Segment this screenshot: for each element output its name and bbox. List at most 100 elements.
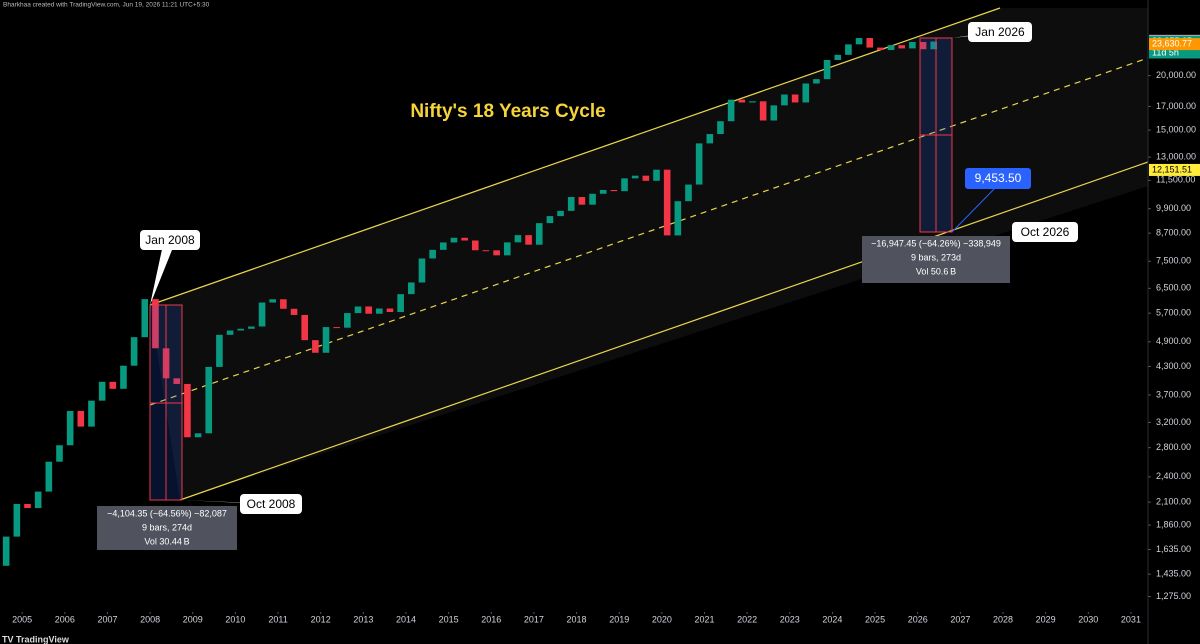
countdown-bg <box>1149 47 1200 59</box>
candle <box>216 334 223 367</box>
candle <box>24 503 31 509</box>
x-tick-label: 2026 <box>908 614 928 624</box>
y-tick-label: 1,275.00 <box>1156 591 1191 601</box>
target-label: 9,453.50 <box>975 171 1022 185</box>
x-tick-label: 2028 <box>993 614 1013 624</box>
candle <box>34 491 42 509</box>
candle <box>514 235 522 243</box>
candle <box>290 308 298 315</box>
candle <box>663 169 671 236</box>
price-label: 23,630.77 <box>1152 38 1192 48</box>
y-tick-label: 8,700.00 <box>1156 228 1191 238</box>
y-tick-label: 3,200.00 <box>1156 417 1191 427</box>
candle <box>546 216 554 224</box>
candle <box>322 327 330 353</box>
candle <box>877 47 884 51</box>
price-label-bg <box>1149 163 1200 176</box>
candle <box>855 38 863 45</box>
candle <box>152 299 159 349</box>
candle <box>727 99 735 122</box>
x-tick-label: 2010 <box>225 614 245 624</box>
y-tick-label: 9,900.00 <box>1156 203 1191 213</box>
callout-label: Jan 2008 <box>145 233 195 247</box>
candle <box>248 326 255 329</box>
x-tick-label: 2009 <box>183 614 203 624</box>
candle <box>781 94 788 106</box>
candle <box>791 94 799 103</box>
y-tick-label: 3,700.00 <box>1156 389 1191 399</box>
price-label-bg <box>1149 38 1200 51</box>
candle <box>205 366 213 434</box>
x-tick-label: 2017 <box>524 614 544 624</box>
candle <box>610 189 618 192</box>
candle <box>258 302 266 327</box>
candle <box>354 306 362 314</box>
candle <box>301 314 309 341</box>
x-tick-label: 2013 <box>353 614 373 624</box>
y-tick-label: 13,000.00 <box>1156 152 1196 162</box>
channel-fill <box>150 8 1148 500</box>
candle <box>567 197 575 211</box>
candle <box>578 197 586 205</box>
candle <box>642 175 650 181</box>
x-tick-label: 2024 <box>822 614 842 624</box>
candle <box>813 79 820 84</box>
candle <box>759 101 767 121</box>
candle <box>749 101 756 103</box>
x-tick-label: 2014 <box>396 614 416 624</box>
candles <box>2 38 938 566</box>
logo: TV TradingView <box>2 634 70 644</box>
y-tick-label: 11,500.00 <box>1156 175 1195 185</box>
candle <box>141 299 149 338</box>
y-tick-label: 20,000.00 <box>1156 70 1196 80</box>
x-tick-label: 2019 <box>609 614 629 624</box>
candle <box>312 340 319 353</box>
candle <box>269 299 277 303</box>
y-tick-label: 1,860.00 <box>1156 519 1191 529</box>
candle <box>717 121 724 135</box>
x-tick-label: 2018 <box>567 614 587 624</box>
candle <box>909 41 916 49</box>
x-tick-label: 2020 <box>652 614 672 624</box>
candle <box>770 105 778 121</box>
candle <box>706 134 714 144</box>
candle <box>695 143 703 185</box>
candle <box>429 249 436 259</box>
candle <box>834 54 842 60</box>
stats-box <box>862 236 1010 283</box>
stats-line: 9 bars, 273d <box>911 252 961 262</box>
candle <box>685 184 692 202</box>
candle <box>88 400 95 427</box>
x-tick-label: 2007 <box>97 614 117 624</box>
callout-box <box>140 230 200 250</box>
candle <box>493 250 500 256</box>
candle <box>226 330 234 335</box>
x-tick-label: 2031 <box>1121 614 1141 624</box>
candle <box>621 178 628 192</box>
x-tick-label: 2023 <box>780 614 800 624</box>
candle <box>653 169 660 181</box>
y-tick-label: 2,400.00 <box>1156 471 1191 481</box>
candle <box>525 235 532 245</box>
y-tick-label: 15,000.00 <box>1156 124 1196 134</box>
chart-title: Nifty's 18 Years Cycle <box>410 101 605 122</box>
stats-box <box>97 506 237 550</box>
y-tick-label: 1,635.00 <box>1156 544 1191 554</box>
candle <box>919 41 927 50</box>
candle <box>535 223 543 245</box>
x-tick-label: 2015 <box>439 614 459 624</box>
y-tick-label: 6,500.00 <box>1156 283 1191 293</box>
candle <box>418 258 426 283</box>
x-tick-label: 2021 <box>694 614 714 624</box>
x-tick-label: 2012 <box>311 614 331 624</box>
candle <box>631 175 639 179</box>
x-tick-label: 2008 <box>140 614 160 624</box>
candle <box>802 83 810 103</box>
stats-line: Vol 30.44 B <box>144 536 189 546</box>
candle <box>237 328 245 331</box>
candle <box>599 189 607 194</box>
candle <box>866 38 874 48</box>
stats-line: 9 bars, 274d <box>142 522 192 532</box>
candle <box>898 45 906 49</box>
